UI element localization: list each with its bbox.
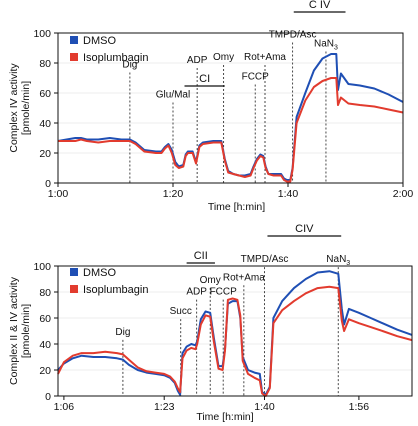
- x-tick-label: 1:40: [254, 401, 275, 413]
- chart-1-gridlines: [58, 32, 403, 154]
- x-tick-label: 1:40: [278, 188, 299, 200]
- chart-2-legend: DMSO Isoplumbagin: [70, 267, 148, 296]
- event-label: ADP: [187, 55, 208, 66]
- y-tick-label: 60: [39, 88, 51, 100]
- legend-label: Isoplumbagin: [83, 52, 148, 64]
- bracket-label: CII: [194, 250, 208, 262]
- event-label: Succ: [170, 306, 192, 317]
- x-tick-label: 1:00: [48, 188, 69, 200]
- y-tick-label: 40: [39, 118, 51, 130]
- event-label: Rot+Ama: [223, 272, 265, 283]
- x-axis-label: Time [h:min]: [208, 201, 265, 213]
- legend-swatch: [70, 36, 78, 44]
- series-line-isoplumbagin: [58, 77, 404, 183]
- plot-frame: [57, 32, 404, 184]
- chart-1-brackets: CI C IV: [184, 0, 346, 87]
- chart-1-legend: DMSO Isoplumbagin: [70, 35, 148, 64]
- y-tick-label: 20: [39, 365, 51, 377]
- y-tick-label: 80: [39, 58, 51, 70]
- event-label: Glu/Mal: [156, 90, 190, 101]
- chart-2-axes: 0 20 40 60 80 100 1:06 1:23 1:40 1:56 Time [h:min]…: [8, 261, 413, 423]
- x-tick-label: 1:20: [163, 188, 184, 200]
- legend-label: DMSO: [83, 267, 116, 279]
- y-tick-label: 0: [45, 178, 51, 190]
- plot-frame: [57, 265, 413, 397]
- y-tick-label: 20: [39, 148, 51, 160]
- series-line-isoplumbagin: [57, 285, 413, 397]
- x-tick-label: 1:23: [154, 401, 175, 413]
- x-tick-label: 2:00: [393, 188, 414, 200]
- legend-swatch: [70, 285, 78, 293]
- event-label: Omy: [213, 52, 234, 63]
- y-tick-label: 40: [39, 339, 51, 351]
- x-axis-label: Time [h:min]: [196, 411, 253, 423]
- chart-1-series: [57, 53, 404, 183]
- event-label: Dig: [115, 327, 130, 338]
- y-axis-label: Complex IV activity[pmole/min]: [8, 63, 32, 153]
- event-label: Dig: [122, 60, 137, 71]
- event-label: NaN3: [314, 39, 338, 52]
- y-axis-label: Complex II & IV activity[pmole/min]: [8, 276, 32, 385]
- chart-2-brackets: CII CIV: [186, 223, 342, 264]
- event-label: FCCP: [210, 287, 238, 298]
- bracket-label: CIV: [295, 223, 314, 235]
- legend-label: Isoplumbagin: [83, 284, 148, 296]
- event-label: NaN3: [326, 254, 350, 267]
- y-tick-label: 0: [45, 391, 51, 403]
- x-tick-label: 1:56: [349, 401, 370, 413]
- legend-swatch: [70, 268, 78, 276]
- y-tick-label: 100: [33, 28, 51, 40]
- legend-label: DMSO: [83, 35, 116, 47]
- event-label: FCCP: [242, 72, 270, 83]
- chart-2-series: [57, 270, 413, 397]
- series-line-dmso: [57, 53, 404, 181]
- bracket-label: CI: [199, 73, 210, 85]
- y-tick-label: 60: [39, 313, 51, 325]
- legend-swatch: [70, 53, 78, 61]
- event-label: ADP: [186, 287, 207, 298]
- event-label: TMPD/Asc: [269, 30, 317, 41]
- x-tick-label: 1:06: [54, 401, 75, 413]
- y-tick-label: 100: [33, 261, 51, 273]
- chart-1-axes: 0 20 40 60 80 100 1:00 1:20 1:40 2:00 Time [h:min]…: [8, 28, 413, 213]
- y-tick-label: 80: [39, 287, 51, 299]
- event-label: Omy: [200, 275, 221, 286]
- bracket-label: C IV: [309, 0, 331, 11]
- event-label: Rot+Ama: [244, 52, 286, 63]
- event-label: TMPD/Asc: [241, 254, 289, 265]
